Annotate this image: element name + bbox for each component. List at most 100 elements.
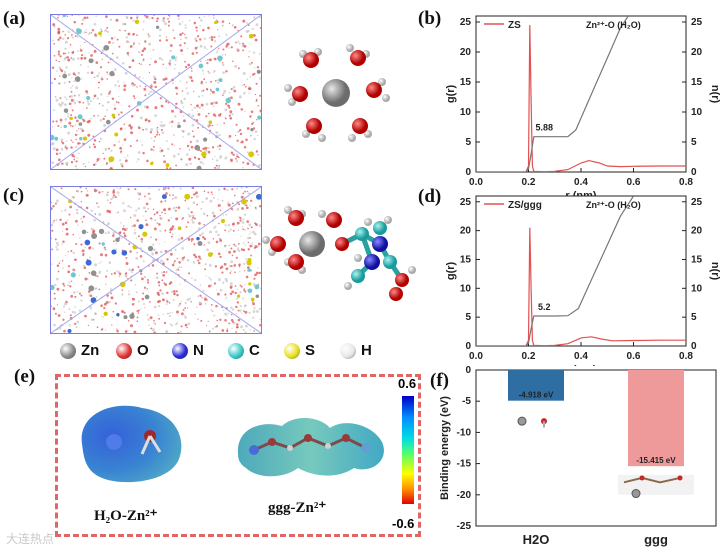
- coordination-number-line: [476, 196, 635, 346]
- curve-annotation: Zn²⁺-O (H₂O): [586, 20, 641, 30]
- y-tick-label-right: 10: [691, 283, 703, 294]
- water-network: [51, 187, 261, 333]
- caption-h2o-zn: H₂O-Zn²⁺: [94, 508, 158, 524]
- solvation-shell-ggg: [262, 206, 416, 301]
- coordination-number-label: 5.2: [538, 302, 551, 312]
- x-tick-label: 0.8: [679, 351, 693, 362]
- watermark: 大连热点: [6, 532, 55, 546]
- x-tick-label: 0.0: [469, 177, 483, 188]
- x-tick-label: 0.6: [627, 351, 641, 362]
- h2o-zn-complex-sketch: [517, 416, 547, 428]
- legend-ball-h: [340, 342, 356, 359]
- water-network: [51, 15, 261, 169]
- y-tick-label-left: 15: [460, 254, 472, 265]
- y-tick-label-right: 25: [691, 197, 703, 208]
- y-tick-label-left: 20: [460, 226, 472, 237]
- y-tick-label-right: 15: [691, 77, 703, 88]
- plot-frame: [475, 15, 687, 173]
- md-snapshot-zs-ggg: [51, 187, 261, 333]
- y-tick-label: -15: [457, 459, 472, 470]
- x-tick-label: 0.0: [469, 351, 483, 362]
- legend-ball-c: [228, 342, 244, 359]
- y-tick-label-right: 20: [691, 226, 703, 237]
- y-tick-label-left: 0: [465, 341, 471, 352]
- zn-ion: [322, 79, 350, 107]
- x-axis-label: r (nm): [565, 364, 597, 366]
- y-tick-label-left: 20: [460, 47, 472, 58]
- y-tick-label: -5: [462, 396, 471, 407]
- box-diagonal: [51, 187, 261, 333]
- md-simulation-box-zs-ggg: [50, 186, 262, 334]
- x-tick-label: 0.8: [679, 177, 693, 188]
- y-tick-label-left: 10: [460, 107, 472, 118]
- md-simulation-box-zs: [50, 14, 262, 170]
- legend-atom-zn: Zn: [60, 342, 99, 359]
- y-tick-label: -25: [457, 521, 472, 532]
- x-tick-label: 0.4: [574, 177, 588, 188]
- panel-label-d: (d): [418, 186, 442, 207]
- legend-symbol: Zn: [81, 342, 100, 359]
- y-tick-label-right: 20: [691, 47, 703, 58]
- legend-atom-o: O: [116, 342, 149, 359]
- legend-label: ZS/ggg: [508, 200, 542, 211]
- esp-dashed-frame: [55, 374, 421, 537]
- legend-ball-zn: [60, 342, 76, 359]
- legend-atom-h: H: [340, 342, 372, 359]
- binding-energy-chart: 0 -5 -10 -15 -20 -25 Binding energy (eV) -4.918…: [439, 365, 717, 547]
- legend-ball-n: [172, 342, 188, 359]
- bar-h2o: [508, 370, 564, 401]
- bar-value-label: -15.415 eV: [636, 456, 676, 465]
- legend-atom-n: N: [172, 342, 204, 359]
- ion-atoms: [51, 15, 261, 169]
- x-tick-label: 0.6: [627, 177, 641, 188]
- panel-label-b: (b): [418, 8, 442, 29]
- panel-label-e: (e): [14, 366, 36, 387]
- caption-ggg-zn: ggg-Zn²⁺: [268, 500, 327, 516]
- x-axis-label: r (nm): [565, 190, 597, 196]
- y-tick-label-right: 15: [691, 254, 703, 265]
- ggg-molecule: [335, 216, 416, 301]
- y-tick-label-right: 0: [691, 167, 697, 178]
- solvation-shell-water: [284, 44, 390, 142]
- y-tick-label-left: 10: [460, 283, 472, 294]
- ggg-zn-complex-sketch: [618, 474, 694, 499]
- esp-scale-min: -0.6: [392, 516, 415, 531]
- x-tick-label: 0.4: [574, 351, 588, 362]
- panel-label-a: (a): [3, 8, 26, 29]
- y-tick-label-right: 10: [691, 107, 703, 118]
- rdf-line: [476, 227, 686, 346]
- panel-label-c: (c): [3, 185, 25, 206]
- y-tick-label: 0: [465, 365, 471, 376]
- legend-ball-s: [284, 342, 300, 359]
- y-axis-label: Binding energy (eV): [439, 396, 451, 500]
- legend-symbol: H: [361, 342, 372, 359]
- y-tick-label-left: 5: [465, 312, 471, 323]
- coordination-number-line: [476, 16, 629, 172]
- atom-legend: Zn O N C S H: [60, 342, 390, 364]
- y-axis-label-right: n(r): [709, 85, 721, 104]
- y-axis-label-left: g(r): [445, 262, 457, 281]
- legend-label: ZS: [508, 20, 521, 31]
- legend-symbol: O: [137, 342, 149, 359]
- box-diagonal: [51, 15, 261, 169]
- x-category-label: ggg: [644, 532, 668, 547]
- x-category-label: H2O: [523, 532, 550, 547]
- y-tick-label-left: 15: [460, 77, 472, 88]
- bar-value-label: -4.918 eV: [519, 391, 554, 400]
- y-tick-label: -10: [457, 427, 472, 438]
- y-tick-label-right: 0: [691, 341, 697, 352]
- esp-color-scale: [402, 396, 414, 504]
- zn-ion-c: [299, 231, 325, 257]
- y-tick-label-left: 25: [460, 17, 472, 28]
- curve-annotation: Zn²⁺-O (H₂O): [586, 200, 641, 210]
- esp-scale-max: 0.6: [398, 376, 417, 391]
- water-molecules-c: [262, 206, 342, 274]
- legend-symbol: C: [249, 342, 260, 359]
- x-tick-label: 0.2: [522, 177, 536, 188]
- panel-label-f: (f): [430, 370, 449, 391]
- y-tick-label-right: 25: [691, 17, 703, 28]
- plot-frame: [475, 195, 687, 347]
- ion-atoms: [51, 193, 261, 333]
